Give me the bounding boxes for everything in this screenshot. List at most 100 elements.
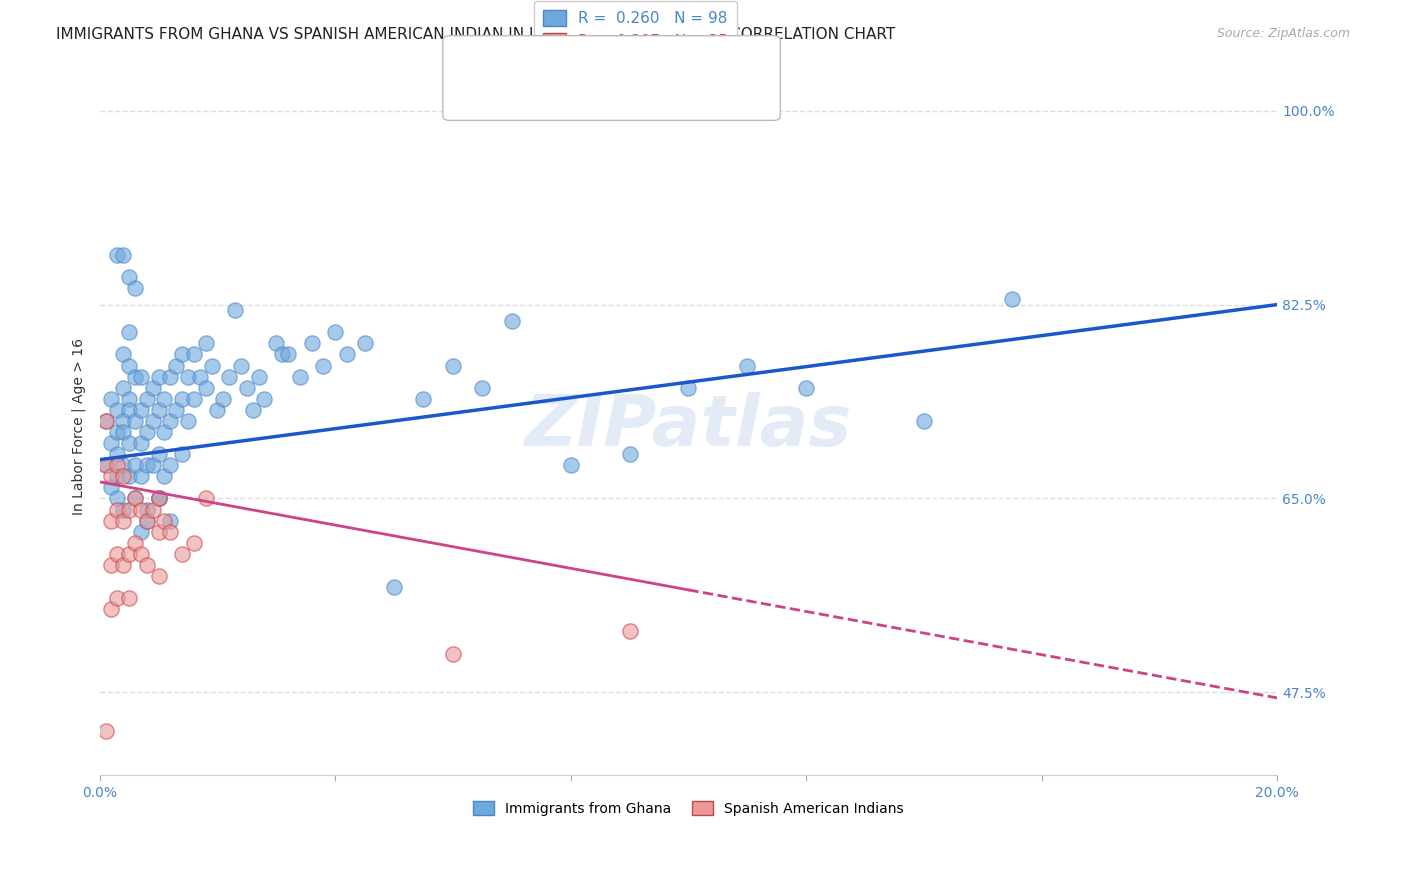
- Point: [242, 402, 264, 417]
- Point: [129, 547, 152, 561]
- Point: [312, 359, 335, 373]
- Point: [124, 491, 146, 506]
- Point: [105, 502, 128, 516]
- Point: [501, 314, 523, 328]
- Point: [441, 359, 464, 373]
- Point: [124, 491, 146, 506]
- Point: [159, 414, 181, 428]
- Point: [148, 369, 170, 384]
- Point: [129, 502, 152, 516]
- Point: [153, 392, 176, 406]
- Point: [1001, 292, 1024, 306]
- Point: [112, 458, 135, 473]
- Point: [142, 458, 165, 473]
- Point: [912, 414, 935, 428]
- Point: [105, 547, 128, 561]
- Point: [153, 514, 176, 528]
- Point: [94, 414, 117, 428]
- Point: [118, 402, 141, 417]
- Y-axis label: In Labor Force | Age > 16: In Labor Force | Age > 16: [72, 338, 86, 515]
- Point: [794, 381, 817, 395]
- Point: [277, 347, 299, 361]
- Point: [100, 469, 122, 483]
- Point: [471, 381, 494, 395]
- Point: [105, 458, 128, 473]
- Point: [135, 502, 157, 516]
- Point: [159, 369, 181, 384]
- Point: [678, 381, 700, 395]
- Point: [207, 402, 229, 417]
- Point: [100, 602, 122, 616]
- Point: [188, 369, 211, 384]
- Point: [177, 369, 200, 384]
- Point: [170, 347, 193, 361]
- Point: [118, 591, 141, 606]
- Point: [441, 647, 464, 661]
- Point: [737, 359, 759, 373]
- Point: [129, 524, 152, 539]
- Point: [105, 491, 128, 506]
- Point: [200, 359, 222, 373]
- Point: [135, 514, 157, 528]
- Point: [159, 458, 181, 473]
- Point: [153, 425, 176, 439]
- Point: [94, 724, 117, 739]
- Point: [118, 326, 141, 340]
- Point: [212, 392, 235, 406]
- Point: [271, 347, 294, 361]
- Point: [412, 392, 434, 406]
- Point: [94, 458, 117, 473]
- Point: [288, 369, 311, 384]
- Point: [112, 381, 135, 395]
- Point: [194, 381, 217, 395]
- Point: [159, 514, 181, 528]
- Point: [253, 392, 276, 406]
- Point: [112, 502, 135, 516]
- Point: [165, 402, 187, 417]
- Point: [170, 392, 193, 406]
- Point: [112, 347, 135, 361]
- Point: [194, 491, 217, 506]
- Point: [165, 359, 187, 373]
- Point: [142, 381, 165, 395]
- Point: [129, 402, 152, 417]
- Point: [560, 458, 582, 473]
- Point: [112, 514, 135, 528]
- Point: [183, 392, 205, 406]
- Point: [129, 369, 152, 384]
- Point: [148, 447, 170, 461]
- Point: [183, 347, 205, 361]
- Point: [118, 436, 141, 450]
- Point: [619, 447, 641, 461]
- Point: [105, 469, 128, 483]
- Point: [135, 514, 157, 528]
- Point: [148, 569, 170, 583]
- Point: [112, 558, 135, 572]
- Point: [118, 269, 141, 284]
- Point: [124, 536, 146, 550]
- Point: [105, 790, 128, 805]
- Text: IMMIGRANTS FROM GHANA VS SPANISH AMERICAN INDIAN IN LABOR FORCE | AGE > 16 CORRE: IMMIGRANTS FROM GHANA VS SPANISH AMERICA…: [56, 27, 896, 43]
- Point: [194, 336, 217, 351]
- Point: [148, 491, 170, 506]
- Point: [148, 491, 170, 506]
- Point: [336, 347, 359, 361]
- Point: [94, 414, 117, 428]
- Point: [105, 425, 128, 439]
- Point: [177, 414, 200, 428]
- Point: [170, 547, 193, 561]
- Point: [323, 326, 346, 340]
- Point: [382, 580, 405, 594]
- Point: [100, 558, 122, 572]
- Point: [247, 369, 270, 384]
- Point: [94, 458, 117, 473]
- Point: [118, 502, 141, 516]
- Point: [135, 458, 157, 473]
- Point: [112, 414, 135, 428]
- Point: [105, 402, 128, 417]
- Point: [142, 502, 165, 516]
- Point: [118, 359, 141, 373]
- Point: [112, 248, 135, 262]
- Point: [129, 469, 152, 483]
- Point: [148, 402, 170, 417]
